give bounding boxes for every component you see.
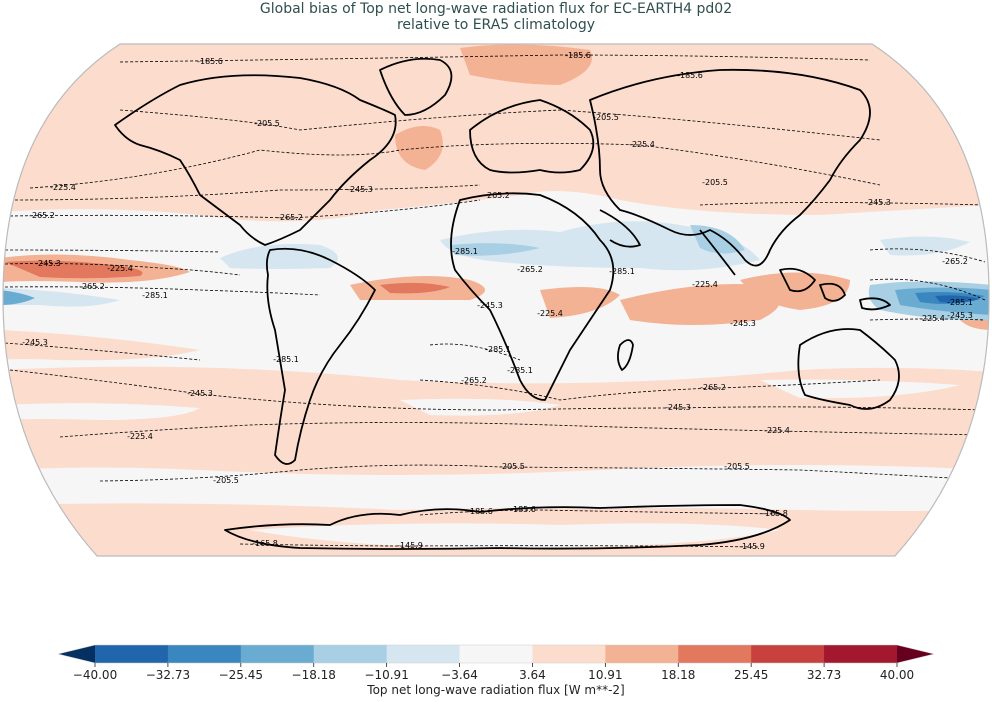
contour-label: -245.3 bbox=[187, 389, 213, 398]
contour-label: -165.8 bbox=[252, 539, 278, 548]
contour-lines bbox=[4, 54, 986, 548]
colorbar-extend-low bbox=[58, 645, 95, 663]
colorbar bbox=[0, 640, 992, 702]
contour-label: -265.2 bbox=[79, 282, 105, 291]
contour-label: -225.4 bbox=[629, 140, 655, 149]
contour-label: -205.5 bbox=[213, 476, 239, 485]
contour-label: -185.6 bbox=[467, 507, 493, 516]
colorbar-tick-label: 10.91 bbox=[588, 668, 623, 682]
colorbar-tick-label: 3.64 bbox=[519, 668, 546, 682]
colorbar-tick-label: 32.73 bbox=[806, 668, 842, 682]
title-line-1: Global bias of Top net long-wave radiati… bbox=[259, 1, 733, 17]
contour-label: -185.6 bbox=[565, 51, 591, 60]
contour-label: -225.4 bbox=[764, 426, 790, 435]
map-fill: -185.6 -185.6 -185.6 -205.5 -205.5 -225.4 -225… bbox=[3, 44, 990, 556]
contour-label: -245.3 bbox=[22, 338, 48, 347]
contour-labels: -185.6 -185.6 -185.6 -205.5 -205.5 -225.4 -225… bbox=[22, 51, 973, 551]
contour-label: -265.2 bbox=[942, 257, 968, 266]
colorbar-bar bbox=[57, 644, 935, 667]
contour-label: -225.4 bbox=[692, 280, 718, 289]
contour-label: -245.3 bbox=[665, 403, 691, 412]
contour-label: -225.4 bbox=[127, 432, 153, 441]
coastlines bbox=[114, 57, 900, 550]
contour-label: -285.1 bbox=[947, 298, 973, 307]
contour-label: -265.2 bbox=[29, 211, 55, 220]
colorbar-tick-label: −18.18 bbox=[291, 668, 336, 682]
colorbar-tick-label: 40.00 bbox=[879, 668, 915, 682]
colorbar-tick-label: −3.64 bbox=[441, 668, 478, 682]
colorbar-segment bbox=[386, 645, 461, 663]
contour-label: -245.3 bbox=[730, 319, 756, 328]
contour-label: -245.3 bbox=[347, 185, 373, 194]
colorbar-label: Top net long-wave radiation flux [W m**-… bbox=[367, 683, 625, 697]
contour-label: -265.2 bbox=[277, 213, 303, 222]
contour-label: -245.3 bbox=[947, 311, 973, 320]
contour-label: -265.2 bbox=[517, 265, 543, 274]
contour-label: -205.5 bbox=[499, 462, 525, 471]
contour-label: -245.3 bbox=[865, 198, 891, 207]
bias-map: -185.6 -185.6 -185.6 -205.5 -205.5 -225.4 -225… bbox=[2, 43, 990, 557]
contour-label: -205.5 bbox=[254, 119, 280, 128]
contour-label: -185.6 bbox=[197, 57, 223, 66]
contour-label: -225.4 bbox=[107, 264, 133, 273]
contour-label: -225.4 bbox=[919, 314, 945, 323]
colorbar-segment bbox=[167, 645, 242, 663]
colorbar-extend-high bbox=[897, 645, 934, 663]
contour-label: -285.1 bbox=[142, 291, 168, 300]
contour-label: -165.8 bbox=[762, 509, 788, 518]
contour-label: -185.6 bbox=[677, 71, 703, 80]
colorbar-segment bbox=[678, 645, 752, 663]
colorbar-tick-label: −40.00 bbox=[72, 668, 118, 682]
colorbar-segment bbox=[313, 645, 388, 663]
contour-label: -265.2 bbox=[484, 191, 510, 200]
contour-label: -205.5 bbox=[593, 113, 619, 122]
colorbar-segment bbox=[240, 645, 315, 663]
contour-label: -185.6 bbox=[510, 505, 536, 514]
colorbar-tick-label: −10.91 bbox=[364, 668, 409, 682]
contour-label: -285.1 bbox=[507, 366, 533, 375]
colorbar-tick-label: −32.73 bbox=[145, 668, 191, 682]
contour-label: -145.9 bbox=[397, 541, 423, 550]
colorbar-tick-label: 18.18 bbox=[661, 668, 696, 682]
contour-label: -285.1 bbox=[452, 247, 478, 256]
contour-label: -265.2 bbox=[461, 376, 487, 385]
title-line-2: relative to ERA5 climatology bbox=[396, 17, 596, 33]
chart-title: Global bias of Top net long-wave radiati… bbox=[0, 1, 992, 33]
contour-label: -285.1 bbox=[273, 355, 299, 364]
colorbar-segment bbox=[459, 645, 533, 663]
contour-label: -285.1 bbox=[485, 345, 511, 354]
colorbar-segment bbox=[824, 645, 898, 663]
map-panel: -185.6 -185.6 -185.6 -205.5 -205.5 -225.4 -225… bbox=[0, 36, 992, 562]
contour-label: -205.5 bbox=[702, 178, 728, 187]
contour-label: -225.4 bbox=[50, 183, 76, 192]
map-boundary bbox=[2, 43, 990, 557]
contour-label: -245.3 bbox=[35, 259, 61, 268]
colorbar-segment bbox=[751, 645, 825, 663]
colorbar-segment bbox=[95, 645, 169, 663]
contour-label: -285.1 bbox=[609, 267, 635, 276]
colorbar-segment bbox=[605, 645, 679, 663]
colorbar-tick-label: −25.45 bbox=[218, 668, 264, 682]
contour-label: -205.5 bbox=[724, 462, 750, 471]
contour-label: -245.3 bbox=[477, 301, 503, 310]
colorbar-tick-label: 25.45 bbox=[733, 668, 769, 682]
contour-label: -225.4 bbox=[537, 309, 563, 318]
contour-label: -145.9 bbox=[739, 542, 765, 551]
contour-label: -265.2 bbox=[700, 383, 726, 392]
colorbar-segment bbox=[532, 645, 606, 663]
